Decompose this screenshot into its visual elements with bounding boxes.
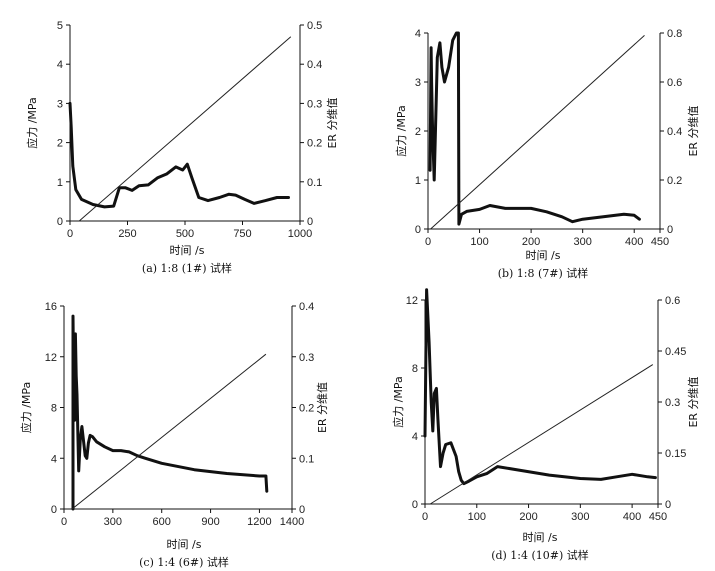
panel-caption: (a) 1:8 (1#) 试样	[142, 261, 232, 275]
x-axis-label: 时间 /s	[170, 244, 205, 257]
y2-tick-label: 0.4	[299, 301, 314, 313]
x-tick-label: 400	[625, 236, 643, 248]
y2-tick-label: 0.45	[665, 346, 686, 358]
er-dimension-series-line	[78, 36, 292, 222]
y2-tick-label: 0.3	[299, 352, 314, 364]
y-tick-label: 8	[51, 403, 57, 415]
x-tick-label: 400	[623, 511, 641, 523]
x-axis-label: 时间 /s	[523, 531, 558, 544]
y2-tick-label: 0.6	[667, 77, 682, 89]
y-tick-label: 3	[57, 98, 63, 110]
x-tick-label: 900	[201, 516, 219, 528]
x-tick-label: 100	[468, 511, 486, 523]
y2-tick-label: 0.6	[665, 295, 680, 307]
x-tick-label: 0	[422, 511, 428, 523]
panel-caption: (c) 1:4 (6#) 试样	[139, 555, 229, 569]
x-tick-label: 250	[118, 228, 136, 240]
x-tick-label: 0	[425, 236, 431, 248]
y2-tick-label: 0.3	[665, 397, 680, 409]
y2-tick-label: 0.1	[307, 177, 322, 189]
y2-tick-label: 0.2	[307, 138, 322, 150]
er-dimension-series-line	[430, 35, 645, 230]
y-tick-label: 1	[57, 177, 63, 189]
x-tick-label: 200	[519, 511, 537, 523]
y-tick-label: 4	[57, 59, 63, 71]
y-tick-label: 0	[57, 216, 63, 228]
y2-axis-label: ER 分维值	[316, 382, 329, 433]
y2-tick-label: 0	[667, 224, 673, 236]
stress-series-line	[423, 288, 657, 486]
y-tick-label: 2	[415, 126, 421, 138]
x-tick-label: 750	[233, 228, 251, 240]
y-tick-label: 1	[415, 175, 421, 187]
y-tick-label: 4	[415, 28, 421, 40]
y2-tick-label: 0.4	[667, 126, 682, 138]
x-tick-label: 0	[61, 516, 67, 528]
x-tick-label: 100	[470, 236, 488, 248]
stress-series-line	[71, 314, 269, 511]
y-tick-label: 4	[51, 453, 57, 465]
x-tick-label: 1400	[280, 516, 304, 528]
x-axis-label: 时间 /s	[526, 249, 561, 262]
chart-panel-c: 0 300 600 900 1200 1400048121600.10.20.30.4时间…	[19, 301, 329, 569]
y-tick-label: 5	[57, 20, 63, 32]
x-tick-label: 300	[571, 511, 589, 523]
stress-series-line	[68, 101, 290, 209]
y2-tick-label: 0.2	[667, 175, 682, 187]
x-tick-label: 1200	[247, 516, 271, 528]
x-axis-label: 时间 /s	[167, 538, 202, 551]
y2-axis-label: ER 分维值	[326, 97, 339, 148]
stress-series-line	[428, 31, 641, 226]
y-tick-label: 4	[412, 431, 418, 443]
y-tick-label: 3	[415, 77, 421, 89]
y2-tick-label: 0.15	[665, 448, 686, 460]
y-axis-label: 应力 /MPa	[394, 105, 408, 157]
y2-tick-label: 0	[307, 216, 313, 228]
y-tick-label: 2	[57, 138, 63, 150]
er-dimension-series-line	[71, 353, 267, 510]
y-tick-label: 0	[415, 224, 421, 236]
x-tick-label: 450	[649, 511, 667, 523]
y2-axis-label: ER 分维值	[687, 105, 700, 156]
panel-caption: (d) 1:4 (10#) 试样	[491, 548, 589, 562]
y2-tick-label: 0	[665, 499, 671, 511]
y2-tick-label: 0.8	[667, 28, 682, 40]
x-tick-label: 0	[67, 228, 73, 240]
y2-tick-label: 0.5	[307, 20, 322, 32]
y2-tick-label: 0	[299, 504, 305, 516]
y2-tick-label: 0.3	[307, 98, 322, 110]
y2-tick-label: 0.1	[299, 453, 314, 465]
x-tick-label: 300	[104, 516, 122, 528]
y2-axis-label: ER 分维值	[687, 376, 700, 427]
x-tick-label: 450	[651, 236, 669, 248]
x-tick-label: 500	[176, 228, 194, 240]
er-dimension-series-line	[429, 364, 654, 505]
y-tick-label: 12	[406, 295, 418, 307]
y2-tick-label: 0.4	[307, 59, 322, 71]
y-tick-label: 12	[45, 352, 57, 364]
y-tick-label: 8	[412, 363, 418, 375]
x-tick-label: 200	[522, 236, 540, 248]
x-tick-label: 1000	[288, 228, 312, 240]
y-tick-label: 0	[51, 504, 57, 516]
y2-tick-label: 0.2	[299, 403, 314, 415]
panel-caption: (b) 1:8 (7#) 试样	[498, 266, 589, 280]
x-tick-label: 600	[153, 516, 171, 528]
y-tick-label: 0	[412, 499, 418, 511]
x-tick-label: 300	[573, 236, 591, 248]
y-axis-label: 应力 /MPa	[19, 382, 33, 434]
y-tick-label: 16	[45, 301, 57, 313]
y-axis-label: 应力 /MPa	[25, 97, 39, 149]
y-axis-label: 应力 /MPa	[391, 376, 405, 428]
